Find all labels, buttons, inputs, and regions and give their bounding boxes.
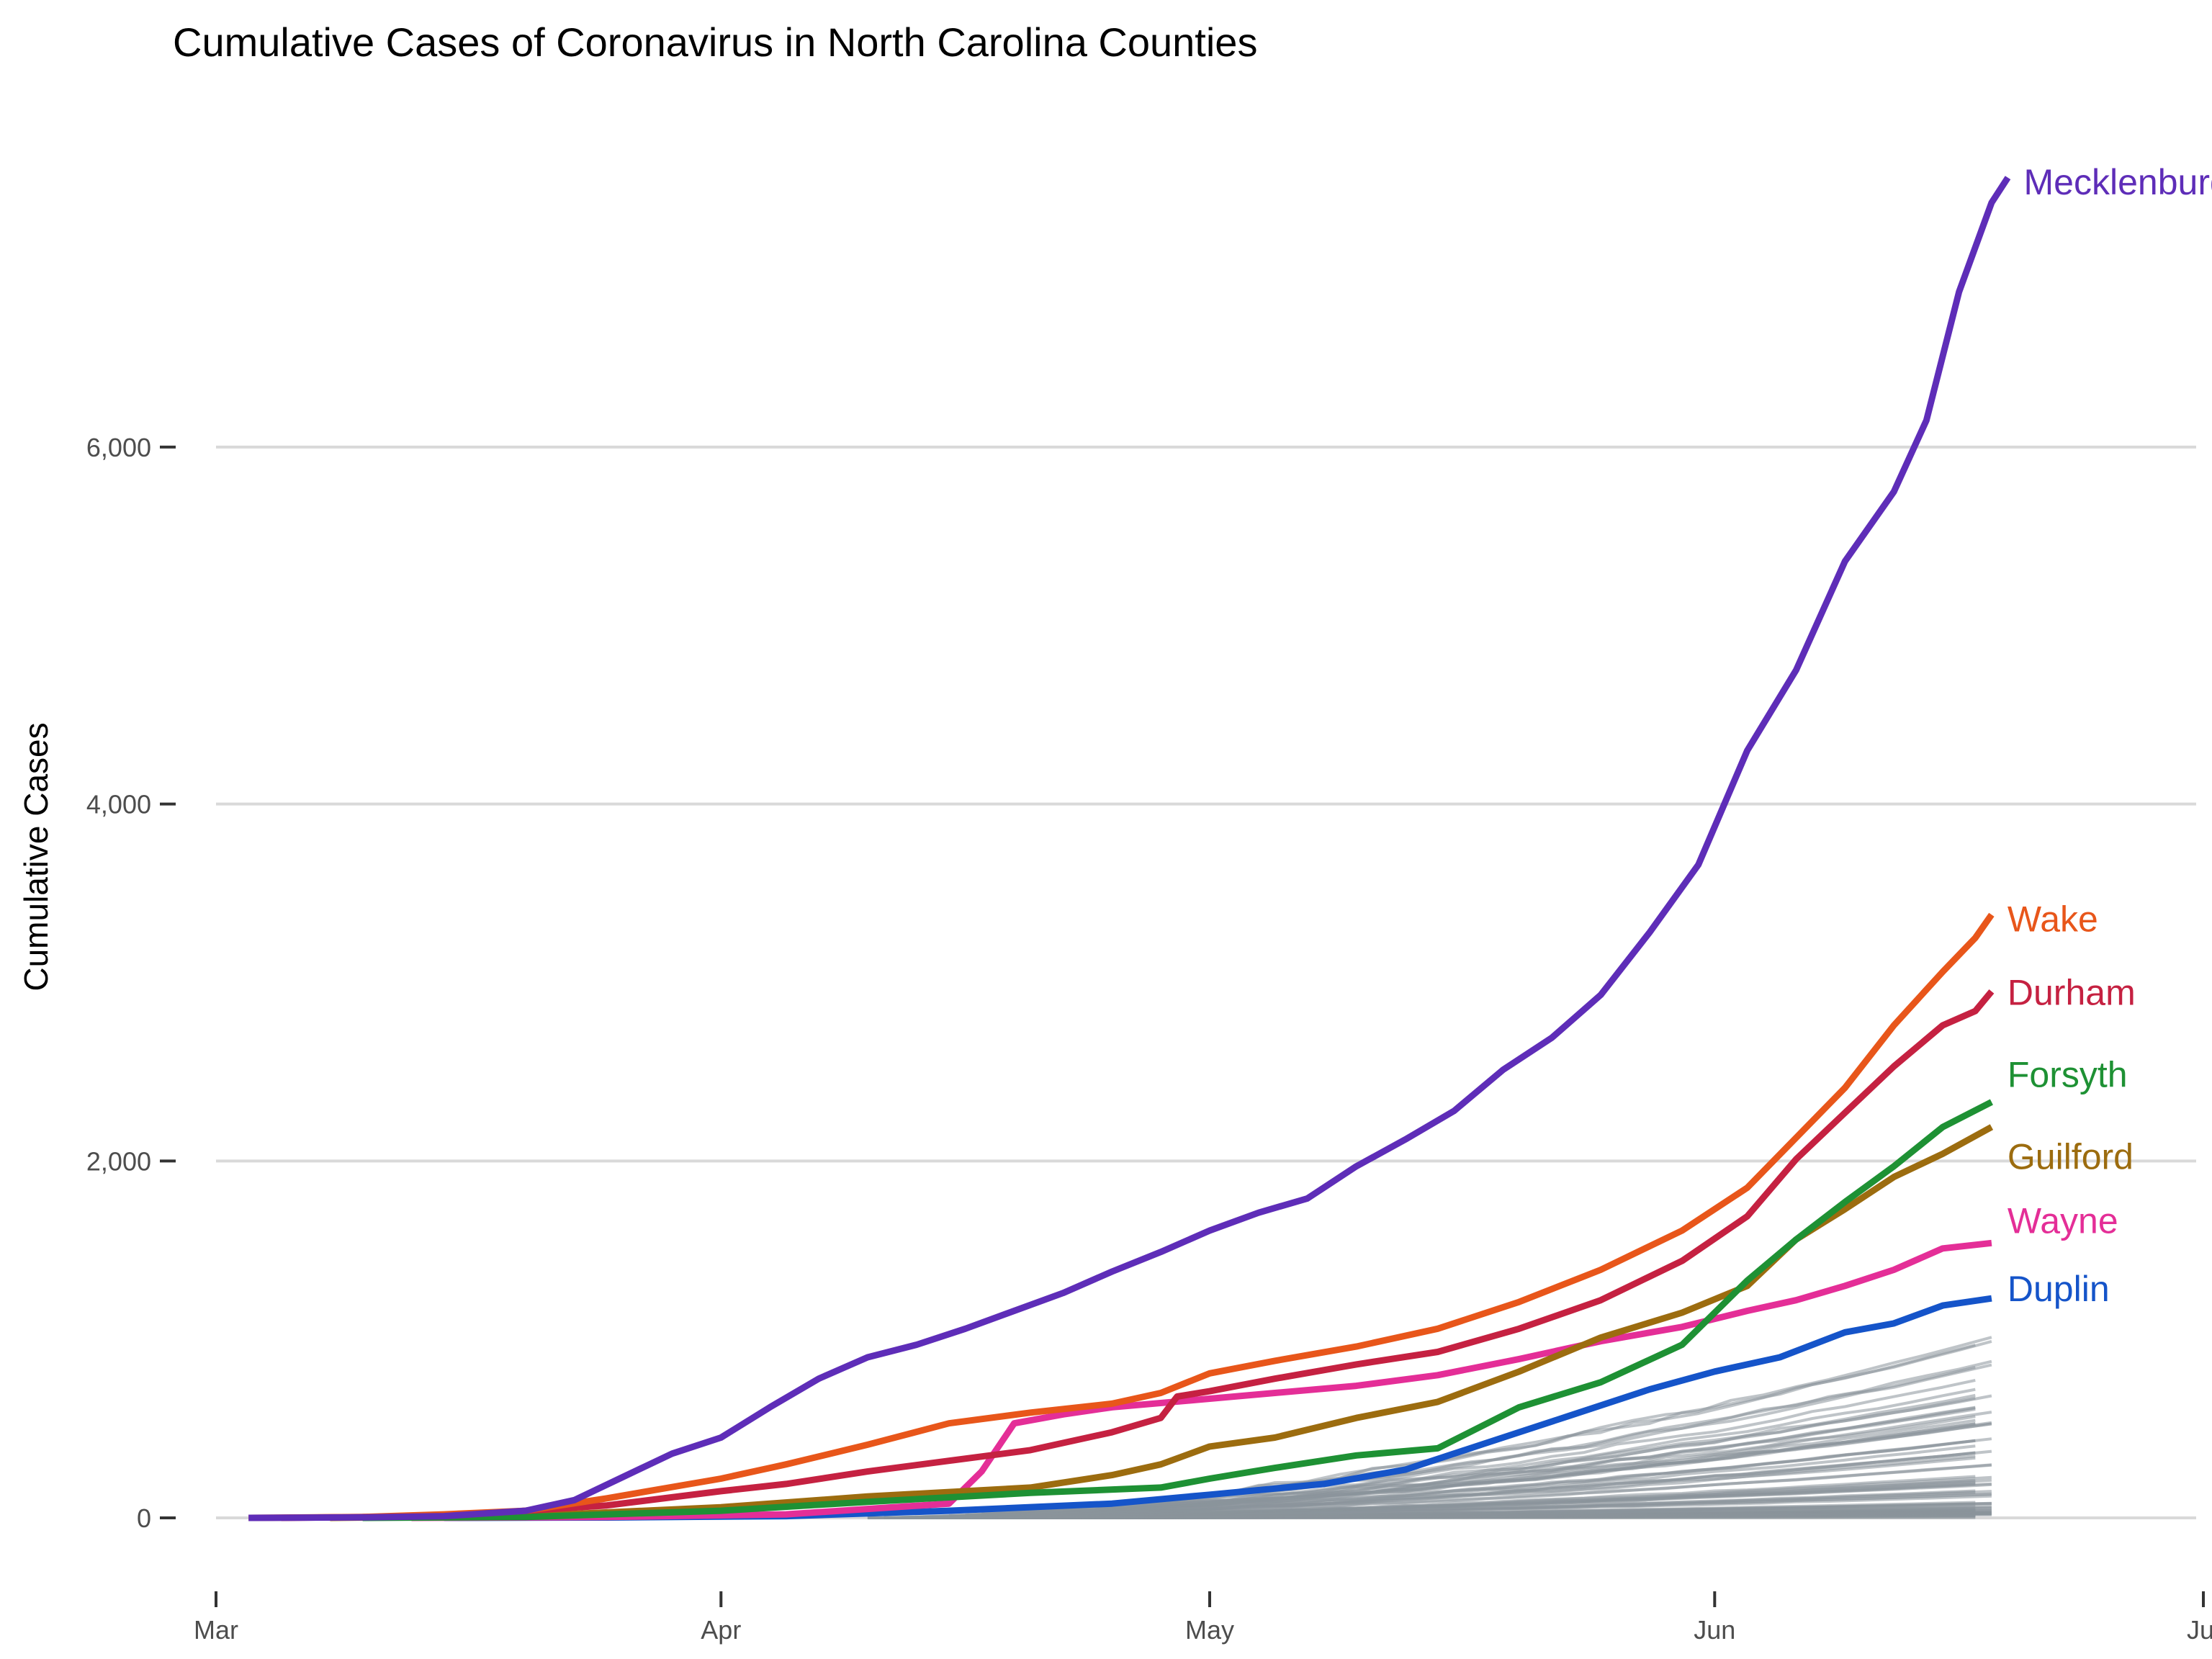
- series-label-wayne: Wayne: [2008, 1201, 2118, 1241]
- series-label-forsyth: Forsyth: [2008, 1054, 2128, 1094]
- x-tick-label: Apr: [701, 1615, 741, 1645]
- series-label-guilford: Guilford: [2008, 1136, 2134, 1177]
- x-tick-label: Jun: [1694, 1615, 1735, 1645]
- series-line-guilford: [330, 1124, 1994, 1521]
- series-line-durham: [281, 989, 1995, 1521]
- series-label-mecklenburg: Mecklenburg: [2024, 162, 2212, 202]
- series-label-durham: Durham: [2008, 972, 2136, 1012]
- highlighted-series: [248, 176, 2011, 1521]
- county-line: [965, 1388, 1976, 1517]
- y-tick-label: 2,000: [86, 1146, 151, 1176]
- y-tick-label: 6,000: [86, 433, 151, 462]
- x-tick-label: May: [1185, 1615, 1234, 1645]
- x-tick-label: Mar: [194, 1615, 238, 1645]
- county-line: [1128, 1455, 1976, 1514]
- series-line-mecklenburg: [248, 176, 2011, 1521]
- county-line: [1030, 1396, 1976, 1515]
- grid-lines: [216, 445, 2196, 1520]
- series-line-wayne: [411, 1239, 1992, 1521]
- series-line-wake: [248, 912, 1995, 1521]
- y-axis: 0 2,000 4,000 6,000: [86, 433, 176, 1533]
- series-line-duplin: [444, 1295, 1992, 1521]
- chart-title: Cumulative Cases of Coronavirus in North…: [173, 19, 1257, 65]
- county-line: [884, 1511, 1992, 1519]
- county-line: [867, 1439, 1976, 1519]
- county-line: [1079, 1505, 1992, 1519]
- y-tick-label: 0: [137, 1503, 151, 1533]
- y-axis-title: Cumulative Cases: [17, 722, 55, 991]
- series-label-duplin: Duplin: [2008, 1269, 2110, 1309]
- series-line-forsyth: [362, 1099, 1993, 1521]
- x-axis: Mar Apr May Jun Jul: [194, 1591, 2212, 1645]
- series-labels: Mecklenburg Wake Durham Forsyth Guilford Wayn…: [2008, 162, 2212, 1309]
- y-tick-label: 4,000: [86, 790, 151, 819]
- other-counties-lines: [867, 1336, 1992, 1519]
- series-label-wake: Wake: [2008, 899, 2098, 940]
- x-tick-label: Jul: [2187, 1615, 2212, 1645]
